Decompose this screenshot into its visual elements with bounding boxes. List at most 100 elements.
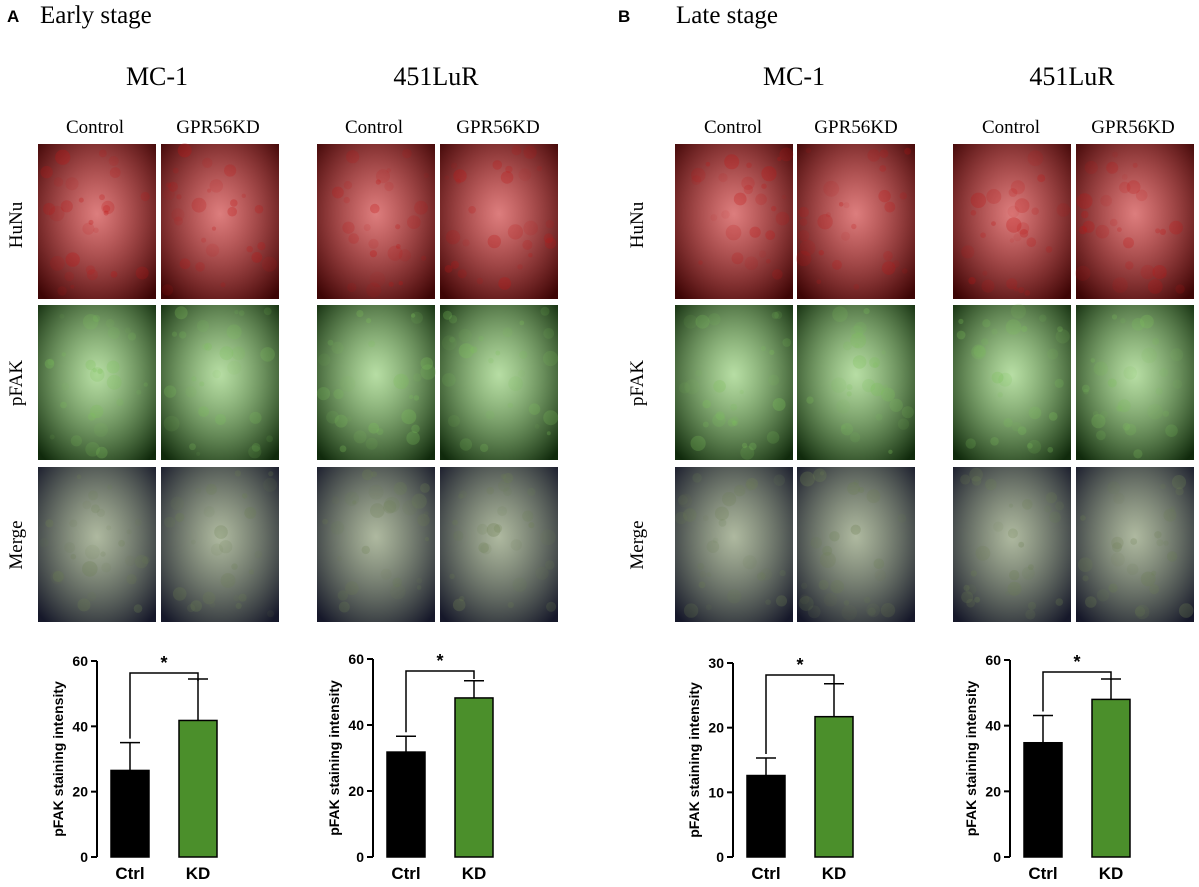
micrograph-texture — [733, 192, 747, 206]
micrograph-texture — [862, 379, 876, 393]
micrograph-texture — [1175, 284, 1185, 294]
micrograph-texture — [960, 474, 971, 485]
significance-bracket — [405, 670, 475, 733]
micrograph-texture — [1099, 410, 1108, 419]
micrograph-texture — [191, 376, 197, 382]
col-label-a-mc1-control: Control — [66, 117, 124, 138]
micrograph-texture — [254, 204, 264, 214]
micrograph-texture — [76, 474, 82, 480]
col-label-a-451lur-control: Control — [345, 117, 403, 138]
micrograph-texture — [1123, 366, 1137, 380]
micrograph-texture — [782, 338, 792, 347]
micrograph-texture — [1140, 264, 1155, 280]
micrograph-texture — [702, 421, 709, 428]
micrograph-texture — [163, 415, 180, 432]
micrograph-texture — [448, 315, 458, 324]
micrograph-b-mc1-control-merge — [675, 467, 793, 622]
y-tick-label: 0 — [716, 849, 724, 865]
micrograph-texture — [263, 307, 272, 316]
micrograph-texture — [1169, 220, 1183, 235]
micrograph-texture — [819, 471, 825, 476]
y-tick-label: 20 — [72, 784, 88, 800]
micrograph-texture — [884, 201, 896, 213]
micrograph-texture — [487, 234, 501, 249]
micrograph-texture — [1085, 596, 1097, 608]
micrograph-a-mc1-control-pfak — [38, 305, 156, 460]
micrograph-texture — [477, 523, 488, 535]
micrograph-texture — [714, 506, 729, 521]
micrograph-texture — [82, 500, 92, 510]
micrograph-texture — [755, 193, 767, 206]
micrograph-texture — [773, 474, 785, 486]
micrograph-texture — [813, 468, 827, 483]
micrograph-texture — [407, 215, 421, 229]
micrograph-texture — [746, 477, 758, 490]
micrograph-texture — [326, 410, 340, 424]
micrograph-texture — [101, 562, 112, 573]
micrograph-texture — [164, 516, 176, 528]
micrograph-texture — [1110, 552, 1125, 567]
micrograph-texture — [1160, 483, 1166, 490]
micrograph-texture — [727, 418, 736, 427]
micrograph-texture — [781, 194, 787, 200]
micrograph-texture — [841, 604, 858, 621]
micrograph-texture — [395, 224, 401, 230]
micrograph-texture — [224, 164, 237, 177]
micrograph-texture — [683, 603, 699, 618]
micrograph-texture — [869, 357, 880, 368]
micrograph-texture — [850, 332, 867, 349]
micrograph-texture — [353, 430, 367, 444]
micrograph-texture — [1120, 318, 1126, 324]
micrograph-texture — [1007, 581, 1022, 596]
micrograph-texture — [179, 331, 187, 339]
micrograph-texture — [87, 412, 96, 421]
micrograph-a-451lur-control-merge — [317, 467, 435, 622]
micrograph-texture — [248, 445, 262, 459]
micrograph-texture — [445, 230, 461, 245]
micrograph-texture — [1125, 261, 1134, 270]
micrograph-texture — [366, 318, 372, 324]
micrograph-texture — [874, 569, 887, 582]
micrograph-texture — [1113, 492, 1125, 504]
micrograph-texture — [126, 574, 137, 585]
micrograph-texture — [678, 493, 693, 508]
micrograph-texture — [238, 593, 247, 602]
micrograph-texture — [765, 230, 776, 241]
micrograph-texture — [879, 165, 887, 172]
micrograph-texture — [331, 496, 340, 505]
micrograph-texture — [486, 487, 494, 495]
micrograph-texture — [93, 422, 108, 437]
micrograph-texture — [82, 222, 95, 235]
micrograph-texture — [1037, 174, 1046, 183]
micrograph-texture — [47, 358, 55, 366]
micrograph-texture — [116, 398, 124, 406]
micrograph-texture — [801, 582, 808, 589]
micrograph-texture — [997, 392, 1003, 398]
micrograph-texture — [798, 206, 809, 218]
micrograph-texture — [133, 604, 143, 613]
micrograph-a-mc1-gpr56kd-pfak — [161, 305, 279, 460]
micrograph-texture — [772, 269, 783, 280]
micrograph-texture — [53, 177, 64, 187]
micrograph-texture — [1044, 505, 1052, 513]
micrograph-texture — [441, 373, 456, 387]
micrograph-texture — [485, 410, 495, 420]
micrograph-texture — [1049, 511, 1061, 523]
micrograph-texture — [191, 197, 207, 213]
micrograph-texture — [1078, 225, 1088, 235]
micrograph-texture — [1095, 224, 1110, 239]
bar-chart-2: 0 20 40 60 pFAK staining intensity Ctrl KD * — [326, 651, 494, 883]
micrograph-texture — [106, 525, 112, 531]
micrograph-texture — [393, 373, 409, 390]
micrograph-texture — [683, 314, 698, 329]
micrograph-texture — [713, 380, 726, 393]
micrograph-texture — [805, 147, 812, 154]
micrograph-texture — [368, 238, 379, 249]
micrograph-texture — [1107, 481, 1121, 494]
micrograph-texture — [843, 202, 850, 209]
micrograph-texture — [1163, 508, 1177, 522]
micrograph-a-451lur-control-pfak — [317, 305, 435, 460]
micrograph-b-451lur-gpr56kd-merge — [1076, 467, 1194, 622]
micrograph-texture — [872, 362, 879, 368]
micrograph-texture — [369, 271, 386, 288]
